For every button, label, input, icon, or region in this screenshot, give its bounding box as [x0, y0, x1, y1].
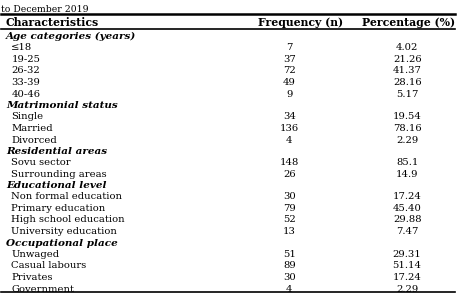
Text: Matrimonial status: Matrimonial status	[6, 101, 118, 111]
Text: Age categories (years): Age categories (years)	[6, 32, 136, 41]
Text: Married: Married	[11, 124, 53, 133]
Text: 28.16: 28.16	[393, 78, 421, 87]
Text: 29.88: 29.88	[393, 216, 421, 224]
Text: Single: Single	[11, 112, 44, 121]
Text: 4: 4	[286, 135, 292, 145]
Text: 51.14: 51.14	[392, 261, 422, 270]
Text: 26-32: 26-32	[11, 66, 40, 75]
Text: 52: 52	[283, 216, 296, 224]
Text: Divorced: Divorced	[11, 135, 57, 145]
Text: 30: 30	[283, 192, 296, 201]
Text: 85.1: 85.1	[396, 158, 419, 167]
Text: 2.29: 2.29	[396, 285, 419, 294]
Text: 45.40: 45.40	[393, 204, 421, 213]
Text: High school education: High school education	[11, 216, 125, 224]
Text: 34: 34	[283, 112, 296, 121]
Text: 7.47: 7.47	[396, 227, 419, 236]
Text: 30: 30	[283, 273, 296, 282]
Text: Sovu sector: Sovu sector	[11, 158, 71, 167]
Text: 19-25: 19-25	[11, 55, 40, 64]
Text: 4.02: 4.02	[396, 43, 419, 52]
Text: 79: 79	[283, 204, 296, 213]
Text: 13: 13	[283, 227, 296, 236]
Text: Unwaged: Unwaged	[11, 250, 60, 258]
Text: 26: 26	[283, 170, 296, 179]
Text: 136: 136	[280, 124, 299, 133]
Text: 78.16: 78.16	[393, 124, 421, 133]
Text: University education: University education	[11, 227, 117, 236]
Text: 17.24: 17.24	[393, 273, 421, 282]
Text: 51: 51	[283, 250, 296, 258]
Text: 2.29: 2.29	[396, 135, 419, 145]
Text: 41.37: 41.37	[393, 66, 421, 75]
Text: Educational level: Educational level	[6, 181, 107, 190]
Text: 21.26: 21.26	[393, 55, 421, 64]
Text: Percentage (%): Percentage (%)	[362, 17, 455, 28]
Text: 148: 148	[280, 158, 299, 167]
Text: 33-39: 33-39	[11, 78, 40, 87]
Text: Privates: Privates	[11, 273, 53, 282]
Text: Occupational place: Occupational place	[6, 239, 118, 248]
Text: 37: 37	[283, 55, 296, 64]
Text: 29.31: 29.31	[393, 250, 421, 258]
Text: Casual labours: Casual labours	[11, 261, 87, 270]
Text: Primary education: Primary education	[11, 204, 106, 213]
Text: 49: 49	[283, 78, 296, 87]
Text: 7: 7	[286, 43, 292, 52]
Text: ≤18: ≤18	[11, 43, 33, 52]
Text: 89: 89	[283, 261, 296, 270]
Text: 40-46: 40-46	[11, 90, 40, 99]
Text: Government: Government	[11, 285, 74, 294]
Text: Surrounding areas: Surrounding areas	[11, 170, 107, 179]
Text: 19.54: 19.54	[393, 112, 421, 121]
Text: 17.24: 17.24	[393, 192, 421, 201]
Text: 5.17: 5.17	[396, 90, 419, 99]
Text: 72: 72	[283, 66, 296, 75]
Text: 9: 9	[286, 90, 292, 99]
Text: 4: 4	[286, 285, 292, 294]
Text: Characteristics: Characteristics	[6, 17, 99, 28]
Text: Non formal education: Non formal education	[11, 192, 122, 201]
Text: Residential areas: Residential areas	[6, 147, 107, 156]
Text: Frequency (n): Frequency (n)	[257, 17, 343, 28]
Text: 14.9: 14.9	[396, 170, 419, 179]
Text: to December 2019: to December 2019	[1, 6, 89, 14]
